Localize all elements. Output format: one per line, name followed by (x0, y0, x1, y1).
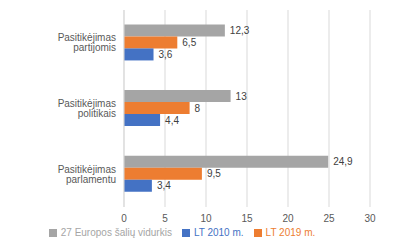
svg-text:3,4: 3,4 (157, 180, 171, 191)
svg-text:20: 20 (282, 213, 294, 224)
svg-text:13: 13 (236, 91, 248, 102)
svg-text:3,6: 3,6 (159, 49, 173, 60)
svg-text:8: 8 (195, 103, 201, 114)
html-text:LT 2010 m.: LT 2010 m. (193, 227, 244, 238)
svg-text:Pasitikėjimasparlamentu: Pasitikėjimasparlamentu (58, 164, 116, 185)
html-text:27 Europos šalių vidurkis: 27 Europos šalių vidurkis (60, 227, 172, 238)
svg-text:Pasitikėjimaspolitikais: Pasitikėjimaspolitikais (58, 98, 116, 119)
svg-text:25: 25 (323, 213, 335, 224)
svg-text:0: 0 (121, 213, 127, 224)
svg-text:6,5: 6,5 (182, 37, 196, 48)
svg-text:30: 30 (364, 213, 376, 224)
html-text:LT 2019 m.: LT 2019 m. (265, 227, 316, 238)
svg-text:10: 10 (200, 213, 212, 224)
svg-text:24,9: 24,9 (333, 156, 353, 167)
svg-text:12,3: 12,3 (230, 25, 250, 36)
svg-text:9,5: 9,5 (207, 168, 221, 179)
svg-text:Pasitikėjimaspartijomis: Pasitikėjimaspartijomis (58, 32, 116, 53)
svg-text:4,4: 4,4 (165, 115, 179, 126)
svg-text:15: 15 (241, 213, 253, 224)
svg-text:5: 5 (162, 213, 168, 224)
